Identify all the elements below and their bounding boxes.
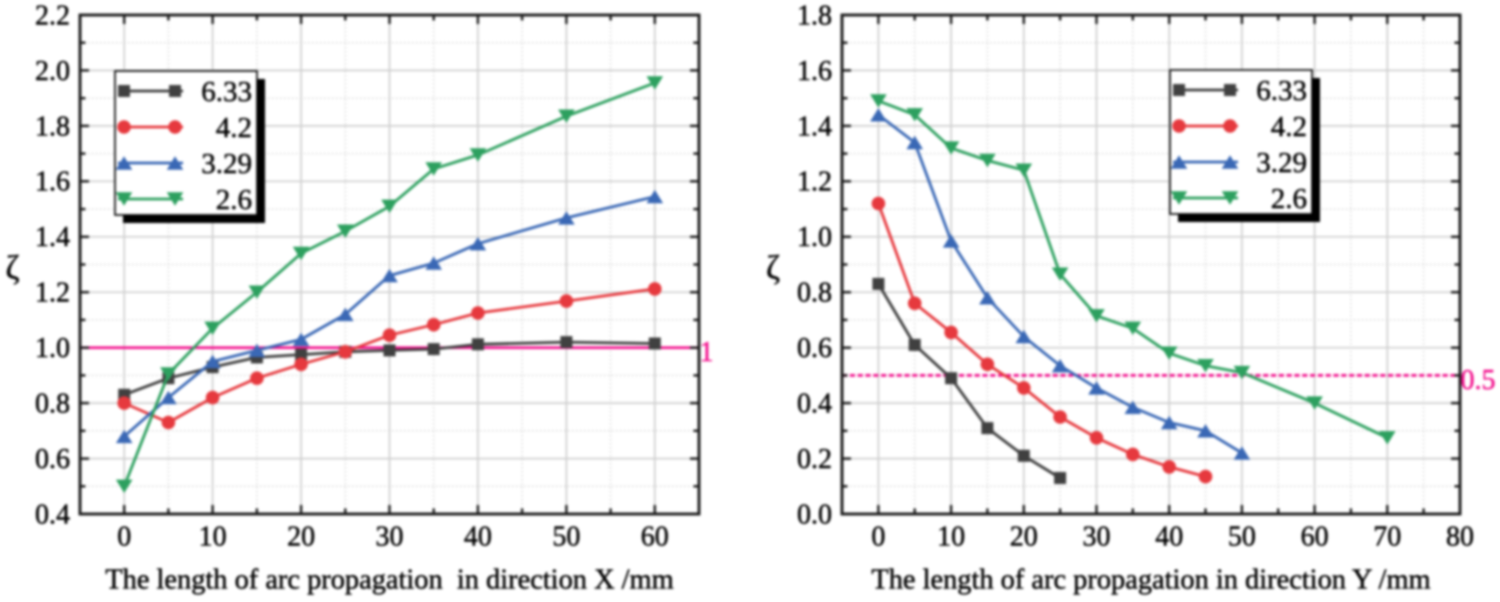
svg-text:50: 50 <box>552 522 580 553</box>
svg-text:1.4: 1.4 <box>797 111 832 142</box>
svg-text:80: 80 <box>1446 522 1474 553</box>
svg-text:40: 40 <box>1155 522 1183 553</box>
svg-text:60: 60 <box>1301 522 1329 553</box>
svg-text:0.8: 0.8 <box>35 389 70 420</box>
svg-text:6.33: 6.33 <box>1256 75 1307 107</box>
svg-text:0.6: 0.6 <box>35 444 70 475</box>
svg-text:1.0: 1.0 <box>797 222 832 253</box>
svg-text:1.8: 1.8 <box>35 111 70 142</box>
svg-text:1.2: 1.2 <box>35 278 70 309</box>
svg-text:1.6: 1.6 <box>35 167 70 198</box>
svg-text:30: 30 <box>1083 522 1111 553</box>
svg-text:The length of arc propagation: The length of arc propagation in directi… <box>105 565 673 596</box>
svg-text:4.2: 4.2 <box>1271 111 1307 143</box>
svg-text:20: 20 <box>287 522 315 553</box>
svg-text:3.29: 3.29 <box>1256 147 1307 179</box>
svg-text:10: 10 <box>937 522 965 553</box>
svg-text:3.29: 3.29 <box>201 148 252 180</box>
svg-text:1: 1 <box>700 337 714 368</box>
svg-text:2.2: 2.2 <box>35 0 70 31</box>
svg-text:1.6: 1.6 <box>797 56 832 87</box>
svg-text:The length of arc propagation: The length of arc propagation in directi… <box>871 565 1430 596</box>
svg-text:0.0: 0.0 <box>797 499 832 530</box>
svg-text:0.8: 0.8 <box>797 278 832 309</box>
svg-text:0.6: 0.6 <box>797 333 832 364</box>
svg-text:ζ: ζ <box>766 250 780 287</box>
svg-text:0: 0 <box>871 522 885 553</box>
svg-text:60: 60 <box>641 522 669 553</box>
svg-text:20: 20 <box>1010 522 1038 553</box>
svg-text:0.5: 0.5 <box>1461 365 1496 396</box>
svg-text:70: 70 <box>1373 522 1401 553</box>
svg-text:10: 10 <box>199 522 227 553</box>
svg-text:2.6: 2.6 <box>1271 183 1307 215</box>
svg-text:30: 30 <box>376 522 404 553</box>
svg-text:0.4: 0.4 <box>797 389 832 420</box>
svg-text:50: 50 <box>1228 522 1256 553</box>
svg-text:2.0: 2.0 <box>35 56 70 87</box>
svg-text:0.2: 0.2 <box>797 444 832 475</box>
svg-text:1.0: 1.0 <box>35 333 70 364</box>
svg-text:4.2: 4.2 <box>216 112 252 144</box>
svg-text:6.33: 6.33 <box>201 76 252 108</box>
svg-text:40: 40 <box>464 522 492 553</box>
svg-text:1.2: 1.2 <box>797 167 832 198</box>
svg-text:2.6: 2.6 <box>216 184 252 216</box>
svg-text:1.8: 1.8 <box>797 0 832 31</box>
svg-text:1.4: 1.4 <box>35 222 70 253</box>
svg-text:0: 0 <box>117 522 131 553</box>
svg-text:0.4: 0.4 <box>35 499 70 530</box>
svg-text:ζ: ζ <box>5 250 19 287</box>
